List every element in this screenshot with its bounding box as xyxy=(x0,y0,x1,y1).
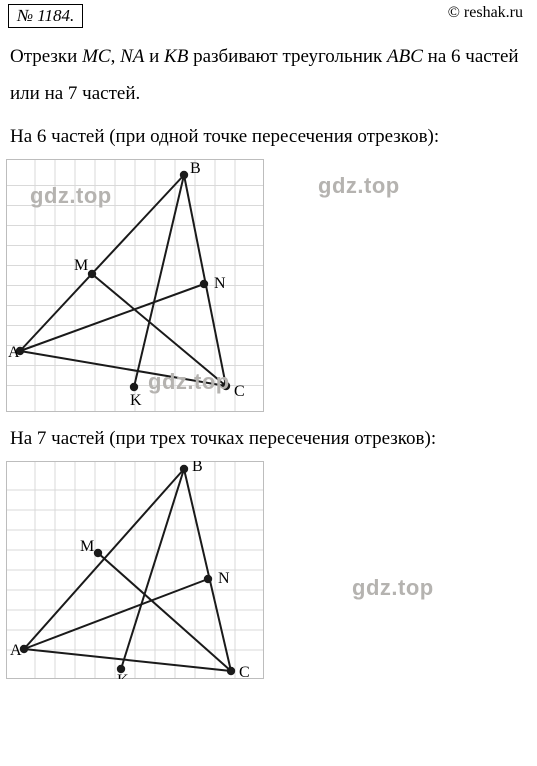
intro-text: Отрезки MC, NA и KB разбивают треугольни… xyxy=(0,32,537,112)
svg-text:B: B xyxy=(190,160,201,177)
text: и xyxy=(144,46,164,67)
svg-text:A: A xyxy=(8,344,20,361)
text: Отрезки xyxy=(10,46,82,67)
svg-text:M: M xyxy=(74,257,88,274)
caption-6: На 6 частей (при одной точке пересечения… xyxy=(0,112,537,155)
text: , xyxy=(111,46,121,67)
svg-text:A: A xyxy=(10,642,22,659)
figure-1-wrap: ABCMNK gdz.top gdz.top gdz.top xyxy=(0,155,537,414)
watermark: gdz.top xyxy=(318,173,400,199)
problem-number: № 1184. xyxy=(8,4,83,28)
watermark: gdz.top xyxy=(352,575,434,601)
var-abc: ABC xyxy=(387,46,423,67)
svg-text:N: N xyxy=(214,275,226,292)
svg-text:K: K xyxy=(130,392,142,409)
svg-text:B: B xyxy=(192,461,203,475)
svg-text:N: N xyxy=(218,570,230,587)
text: разбивают треугольник xyxy=(188,46,387,67)
copyright: © reshak.ru xyxy=(448,4,523,22)
caption-7: На 7 частей (при трех точках пересечения… xyxy=(0,414,537,457)
var-na: NA xyxy=(120,46,144,67)
svg-text:C: C xyxy=(239,664,250,679)
figure-2: A B C M N K xyxy=(6,461,264,679)
svg-text:M: M xyxy=(80,538,94,555)
svg-text:C: C xyxy=(234,383,245,400)
var-kb: KB xyxy=(164,46,188,67)
svg-text:K: K xyxy=(117,672,129,679)
var-mc: MC xyxy=(82,46,111,67)
figure-2-wrap: A B C M N K gdz.top xyxy=(0,457,537,681)
figure-1: A B C M N K xyxy=(6,159,264,412)
header: № 1184. © reshak.ru xyxy=(0,0,537,32)
page: № 1184. © reshak.ru Отрезки MC, NA и KB … xyxy=(0,0,537,766)
